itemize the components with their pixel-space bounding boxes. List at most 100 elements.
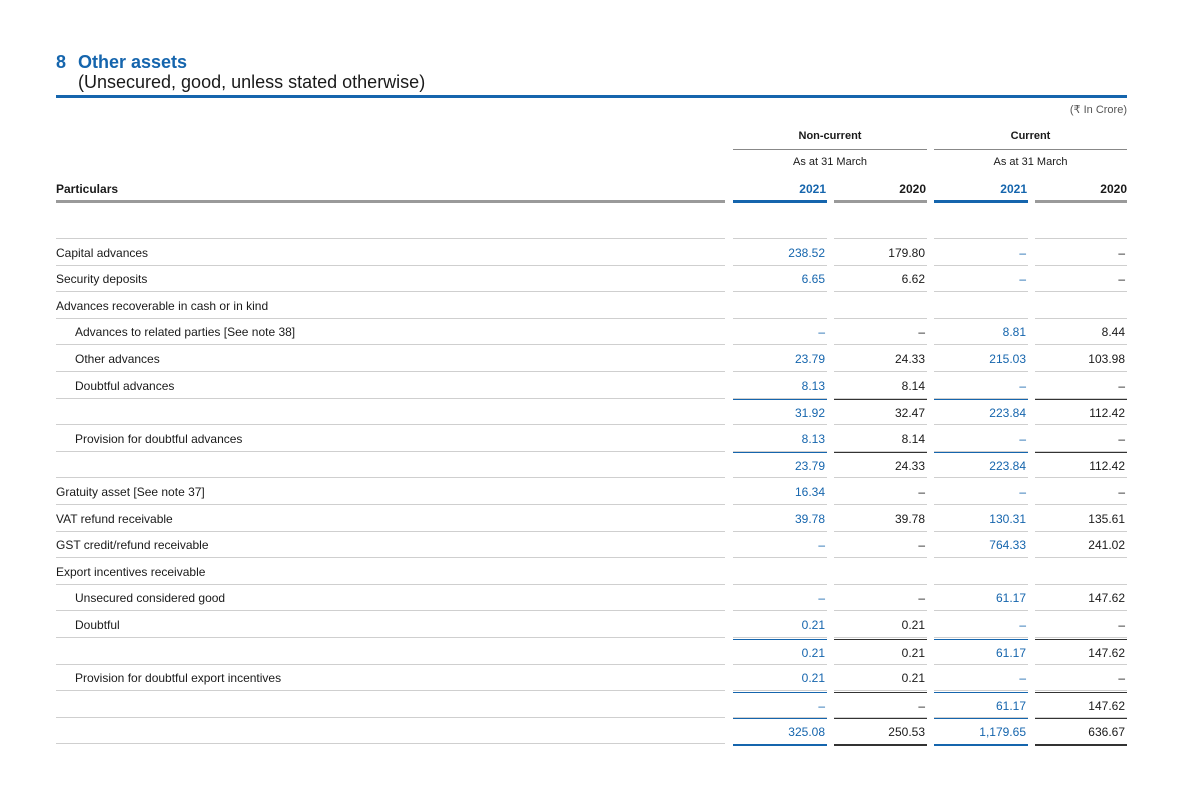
value-cell: 24.33 [834,452,927,479]
cell-value: – [918,538,925,553]
cell-value: 223.84 [989,406,1026,421]
cell-divider [834,557,927,559]
table-row: Gratuity asset [See note 37] 16.34 – – – [0,479,1183,505]
header-divider [733,149,927,150]
cell-divider [733,583,827,585]
cell-value: 103.98 [1088,352,1125,366]
value-cell: – [1035,373,1127,399]
row-label: Provision for doubtful advances [75,431,243,446]
cell-value: 0.21 [901,618,925,632]
cell-value: 39.78 [894,511,925,526]
cell-value: 147.62 [1088,591,1125,606]
cell-value: – [918,485,925,499]
value-cell [733,213,827,239]
value-cell [834,213,927,239]
value-cell: 764.33 [934,532,1028,559]
cell-value: – [1118,485,1125,499]
cell-divider [733,264,827,266]
note-heading: 8 Other assets (Unsecured, good, unless … [56,52,425,93]
row-label: GST credit/refund receivable [56,538,209,553]
value-cell: 32.47 [834,399,927,426]
row-label: Provision for doubtful export incentives [75,671,282,686]
value-cell: – [934,240,1028,266]
value-cell [1035,559,1127,585]
value-cell: – [834,479,927,505]
cell-value: – [1118,431,1125,446]
row-label: Advances recoverable in cash or in kind [56,298,269,313]
cell-value: 112.42 [1089,406,1125,421]
cell-value: – [1019,378,1026,393]
value-cell: 8.13 [733,426,827,452]
value-cell: 215.03 [934,346,1028,372]
cell-divider [834,450,927,452]
row-label: Other advances [75,352,160,366]
cell-value: 764.33 [989,538,1026,553]
value-cell: – [1035,266,1127,293]
cell-divider [834,397,927,399]
header-non-current-sub: As at 31 March [793,156,867,168]
cell-divider [733,610,827,612]
cell-value: – [1019,272,1026,287]
cell-divider [733,317,827,319]
row-label: Security deposits [56,272,148,287]
cell-divider [1035,637,1127,638]
row-divider [56,264,725,266]
cell-divider [934,716,1028,718]
row-divider [56,743,725,745]
value-cell: 61.17 [934,638,1028,665]
title-divider [56,95,1127,98]
table-row: 23.79 24.33 223.84 112.42 [0,452,1183,479]
value-cell: – [1035,665,1127,692]
header-divider [934,149,1127,150]
cell-divider [1035,504,1127,505]
header-year: 2021 [799,182,826,196]
value-cell [934,213,1028,239]
cell-divider [934,557,1028,559]
row-label: Advances to related parties [See note 38… [75,325,296,340]
value-cell [733,559,827,585]
row-divider [56,557,725,559]
header-non-current: Non-current [798,130,862,142]
cell-divider [934,610,1028,612]
value-cell: 8.13 [733,373,827,399]
note-subtitle: (Unsecured, good, unless stated otherwis… [78,72,426,92]
cell-divider [733,637,827,638]
cell-divider [1035,557,1127,559]
cell-divider [834,610,927,612]
cell-value: – [1118,245,1125,260]
row-divider [56,397,725,399]
cell-divider [1035,344,1127,346]
cell-divider [934,317,1028,319]
value-cell: 0.21 [834,612,927,638]
table-row: Provision for doubtful export incentives… [0,665,1183,692]
cell-divider [934,264,1028,266]
cell-divider [733,291,827,293]
cell-value: 31.92 [794,406,825,421]
table-row: Advances recoverable in cash or in kind [0,293,1183,319]
value-cell [834,293,927,319]
row-label: Export incentives receivable [56,564,206,579]
cell-value: – [1118,671,1125,686]
cell-value: – [1019,671,1026,686]
cell-value: 24.33 [894,352,925,366]
cell-divider [934,690,1028,692]
cell-value: 61.17 [995,591,1026,606]
cell-divider [1035,397,1127,399]
cell-value: 250.53 [888,725,925,740]
cell-divider [1035,716,1127,718]
cell-divider [733,371,827,372]
cell-divider [733,450,827,452]
value-cell: 0.21 [733,638,827,665]
cell-value: – [918,591,925,606]
cell-value: – [818,538,825,553]
value-cell: 8.14 [834,373,927,399]
cell-divider [934,583,1028,585]
cell-value: 325.08 [788,725,825,740]
value-cell: – [934,479,1028,505]
cell-value: – [1019,618,1026,632]
value-cell: 61.17 [934,691,1028,718]
cell-divider [733,663,827,665]
cell-divider [834,690,927,692]
value-cell: – [834,691,927,718]
cell-value: 0.21 [901,645,925,660]
